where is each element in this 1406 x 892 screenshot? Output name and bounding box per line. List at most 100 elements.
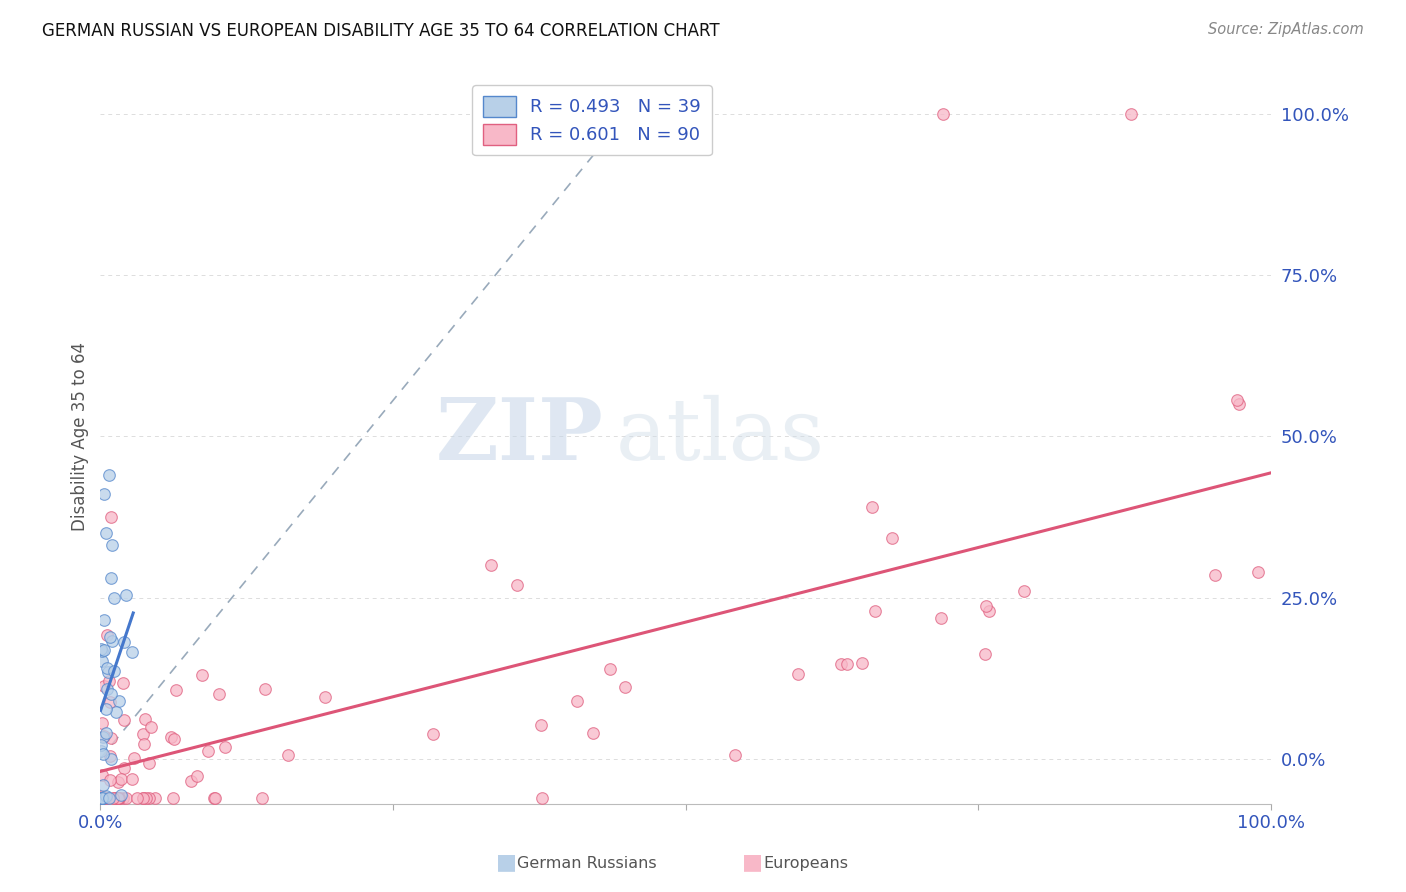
Point <box>103 790 125 805</box>
Point <box>93 679 115 693</box>
Point <box>135 790 157 805</box>
Point <box>121 645 143 659</box>
Point <box>180 774 202 789</box>
Point <box>96 702 118 716</box>
Point <box>724 747 747 762</box>
Point <box>115 588 138 602</box>
Point <box>1012 583 1035 598</box>
Point <box>277 747 299 762</box>
Point <box>105 706 128 720</box>
Point <box>107 775 129 789</box>
Point <box>103 665 125 679</box>
Point <box>1247 566 1270 580</box>
Point <box>565 694 588 708</box>
Point <box>90 790 112 805</box>
Point <box>107 790 129 805</box>
Point <box>94 789 117 803</box>
Point <box>1226 392 1249 407</box>
Point <box>530 717 553 731</box>
Point <box>979 604 1001 618</box>
Point <box>207 687 229 701</box>
Point <box>111 790 134 805</box>
Legend: R = 0.493   N = 39, R = 0.601   N = 90: R = 0.493 N = 39, R = 0.601 N = 90 <box>472 85 711 155</box>
Point <box>138 790 160 805</box>
Point <box>974 599 997 614</box>
Point <box>1119 106 1142 120</box>
Point <box>108 790 131 805</box>
Point <box>98 630 121 644</box>
Point <box>94 790 117 805</box>
Point <box>202 790 225 805</box>
Point <box>132 790 155 805</box>
Point <box>139 720 162 734</box>
Point <box>613 680 636 694</box>
Point <box>90 767 112 781</box>
Point <box>98 749 121 764</box>
Point <box>110 772 132 786</box>
Y-axis label: Disability Age 35 to 64: Disability Age 35 to 64 <box>72 342 89 531</box>
Point <box>252 790 274 805</box>
Point <box>100 510 122 524</box>
Point <box>204 790 226 805</box>
Point <box>100 731 122 745</box>
Point <box>94 725 117 739</box>
Point <box>132 790 155 805</box>
Point <box>786 666 808 681</box>
Point <box>830 657 852 672</box>
Point <box>422 727 444 741</box>
Point <box>114 761 136 775</box>
Text: ■: ■ <box>496 853 516 872</box>
Text: ZIP: ZIP <box>436 394 603 478</box>
Point <box>90 642 112 657</box>
Point <box>531 790 554 805</box>
Point <box>860 500 883 514</box>
Point <box>100 695 122 709</box>
Point <box>112 676 135 690</box>
Point <box>105 790 128 805</box>
Point <box>93 778 115 792</box>
Point <box>314 690 336 704</box>
Point <box>100 687 122 701</box>
Point <box>114 713 136 727</box>
Point <box>100 752 122 766</box>
Point <box>97 467 120 482</box>
Point <box>91 730 114 744</box>
Point <box>103 591 125 605</box>
Point <box>90 790 112 805</box>
Point <box>132 737 155 751</box>
Point <box>162 790 184 805</box>
Point <box>932 106 955 120</box>
Point <box>90 790 112 805</box>
Point <box>882 531 904 545</box>
Point <box>110 788 132 802</box>
Point <box>506 578 529 592</box>
Point <box>122 751 145 765</box>
Point <box>93 487 115 501</box>
Point <box>214 740 236 755</box>
Point <box>163 732 186 747</box>
Point <box>186 769 208 783</box>
Point <box>96 790 118 805</box>
Point <box>97 665 120 679</box>
Point <box>93 729 115 743</box>
Point <box>93 613 115 627</box>
Point <box>582 726 605 740</box>
Point <box>98 773 121 788</box>
Point <box>96 526 118 541</box>
Point <box>96 628 118 642</box>
Point <box>108 790 131 805</box>
Point <box>91 747 114 761</box>
Point <box>835 657 858 672</box>
Point <box>90 789 112 804</box>
Point <box>479 558 502 572</box>
Point <box>90 738 112 752</box>
Text: atlas: atlas <box>616 394 824 478</box>
Point <box>973 647 995 661</box>
Point <box>254 681 277 696</box>
Point <box>90 790 112 805</box>
Text: ■: ■ <box>742 853 762 872</box>
Point <box>90 644 112 658</box>
Point <box>160 730 183 744</box>
Point <box>1204 568 1226 582</box>
Point <box>98 790 121 805</box>
